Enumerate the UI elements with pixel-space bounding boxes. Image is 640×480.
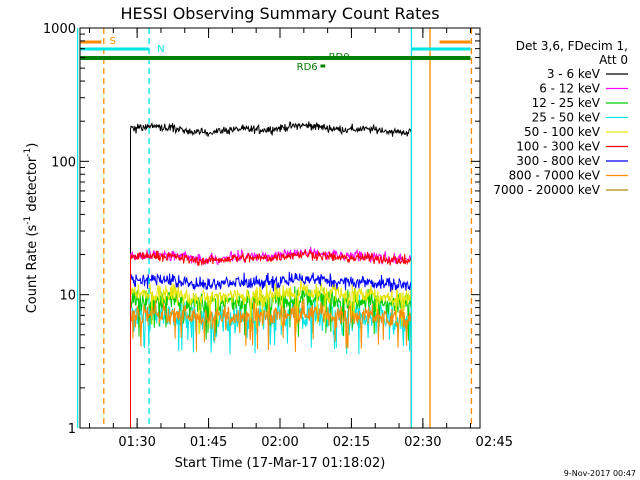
legend-label: 300 - 800 keV	[516, 154, 600, 168]
flag-label: RD6	[297, 62, 318, 73]
legend-subheader: Att 0	[599, 53, 628, 67]
y-tick-label: 10	[59, 289, 76, 304]
y-tick-label: 100	[51, 155, 76, 170]
legend-label: 7000 - 20000 keV	[493, 183, 600, 197]
x-tick-label: 01:30	[118, 435, 155, 450]
data-layer	[130, 121, 412, 428]
x-tick-label: 02:30	[404, 435, 441, 450]
legend-label: 800 - 7000 keV	[509, 169, 601, 183]
overlay-layer: S N RD0 RD6	[76, 28, 473, 428]
x-tick-label: 02:45	[476, 435, 513, 450]
series-trace	[130, 298, 412, 428]
y-tick-label: 1000	[43, 22, 76, 37]
flag-label: S	[110, 36, 116, 47]
series-trace	[130, 279, 412, 428]
date-stamp: 9-Nov-2017 00:47	[564, 469, 636, 478]
legend-label: 50 - 100 keV	[524, 125, 601, 139]
y-axis-label: Count Rate (s-1 detector-1)	[23, 143, 40, 314]
legend-label: 25 - 50 keV	[532, 111, 601, 125]
series-trace	[130, 246, 412, 428]
x-tick-label: 02:00	[261, 435, 298, 450]
flag-label: N	[157, 44, 164, 55]
series-trace	[130, 271, 412, 428]
legend-label: 6 - 12 keV	[539, 82, 601, 96]
chart-title: HESSI Observing Summary Count Rates	[120, 4, 439, 23]
series-trace	[130, 248, 412, 428]
plot-frame	[79, 27, 481, 429]
axis-layer: 1 10 100 1000 01:30 01:45 02:00 02:15 02:30 02:45	[43, 22, 513, 450]
x-tick-label: 01:45	[190, 435, 227, 450]
legend-label: 12 - 25 keV	[532, 96, 601, 110]
legend-label: 100 - 300 keV	[516, 140, 600, 154]
x-tick-label: 02:15	[333, 435, 370, 450]
flag-label: RD0	[329, 52, 350, 63]
x-axis-label: Start Time (17-Mar-17 01:18:02)	[175, 456, 386, 471]
series-trace	[130, 121, 412, 428]
legend-label: 3 - 6 keV	[547, 67, 601, 81]
y-tick-label: 1	[68, 422, 76, 437]
legend-header: Det 3,6, FDecim 1,	[516, 39, 628, 53]
